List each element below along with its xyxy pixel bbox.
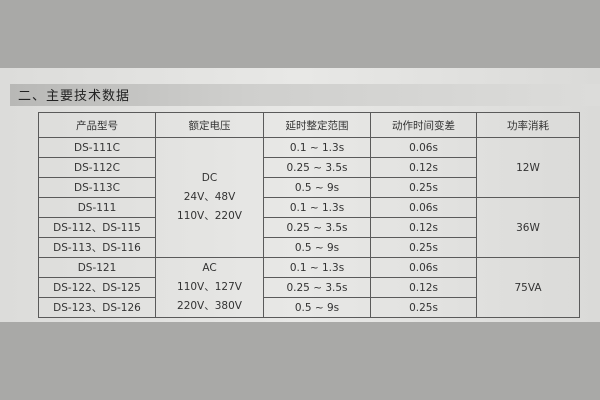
table-row: DS-122、DS-125 0.25 ~ 3.5s 0.12s: [38, 277, 580, 298]
header-voltage: 额定电压: [155, 112, 264, 138]
table-header-row: 产品型号 额定电压 延时整定范围 动作时间变差 功率消耗: [38, 112, 580, 138]
model-cell: DS-113、DS-116: [38, 237, 156, 258]
delay-range-cell: 0.1 ~ 1.3s: [263, 197, 371, 218]
table-row: DS-113C 0.5 ~ 9s 0.25s: [38, 177, 580, 198]
model-cell: DS-111C: [38, 137, 156, 158]
time-variation-cell: 0.25s: [370, 297, 477, 318]
voltage-line: AC: [202, 262, 217, 274]
model-cell: DS-121: [38, 257, 156, 278]
technical-data-table: 产品型号 额定电压 延时整定范围 动作时间变差 功率消耗 DS-111C DC 24…: [38, 112, 580, 318]
delay-range-cell: 0.5 ~ 9s: [263, 297, 371, 318]
time-variation-cell: 0.12s: [370, 277, 477, 298]
header-delay-range: 延时整定范围: [263, 112, 371, 138]
time-variation-cell: 0.25s: [370, 237, 477, 258]
header-model: 产品型号: [38, 112, 156, 138]
model-cell: DS-113C: [38, 177, 156, 198]
power-cell: 36W: [476, 197, 580, 258]
voltage-cell: AC 110V、127V 220V、380V: [155, 257, 264, 318]
time-variation-cell: 0.06s: [370, 257, 477, 278]
time-variation-cell: 0.06s: [370, 197, 477, 218]
section-band: [10, 84, 600, 106]
background: [0, 322, 600, 400]
time-variation-cell: 0.25s: [370, 177, 477, 198]
delay-range-cell: 0.5 ~ 9s: [263, 237, 371, 258]
voltage-line: 110V、127V: [177, 281, 242, 293]
power-cell: 12W: [476, 137, 580, 198]
delay-range-cell: 0.25 ~ 3.5s: [263, 157, 371, 178]
power-cell: 75VA: [476, 257, 580, 318]
document-page: 二、主要技术数据 产品型号 额定电压 延时整定范围 动作时间变差 功率消耗 DS…: [0, 68, 600, 322]
voltage-cell: DC 24V、48V 110V、220V: [155, 137, 264, 258]
table-row: DS-113、DS-116 0.5 ~ 9s 0.25s: [38, 237, 580, 258]
model-cell: DS-111: [38, 197, 156, 218]
table-row: DS-121 AC 110V、127V 220V、380V 0.1 ~ 1.3s 0.06…: [38, 257, 580, 318]
delay-range-cell: 0.5 ~ 9s: [263, 177, 371, 198]
voltage-line: 220V、380V: [177, 300, 242, 312]
model-cell: DS-112C: [38, 157, 156, 178]
header-time-variation: 动作时间变差: [370, 112, 477, 138]
header-power: 功率消耗: [476, 112, 580, 138]
time-variation-cell: 0.12s: [370, 157, 477, 178]
section-title: 二、主要技术数据: [18, 89, 131, 104]
table-row: DS-123、DS-126 0.5 ~ 9s 0.25s: [38, 297, 580, 318]
table-row: DS-111C DC 24V、48V 110V、220V 0.1 ~ 1.3s 0.06s…: [38, 137, 580, 258]
delay-range-cell: 0.1 ~ 1.3s: [263, 137, 371, 158]
delay-range-cell: 0.25 ~ 3.5s: [263, 277, 371, 298]
delay-range-cell: 0.1 ~ 1.3s: [263, 257, 371, 278]
table-row: DS-111 0.1 ~ 1.3s 0.06s 36W: [38, 197, 580, 258]
model-cell: DS-123、DS-126: [38, 297, 156, 318]
table-row: DS-112C 0.25 ~ 3.5s 0.12s: [38, 157, 580, 178]
delay-range-cell: 0.25 ~ 3.5s: [263, 217, 371, 238]
voltage-line: 110V、220V: [177, 210, 242, 222]
voltage-line: 24V、48V: [183, 191, 236, 203]
voltage-line: DC: [201, 172, 218, 184]
model-cell: DS-112、DS-115: [38, 217, 156, 238]
time-variation-cell: 0.06s: [370, 137, 477, 158]
time-variation-cell: 0.12s: [370, 217, 477, 238]
model-cell: DS-122、DS-125: [38, 277, 156, 298]
